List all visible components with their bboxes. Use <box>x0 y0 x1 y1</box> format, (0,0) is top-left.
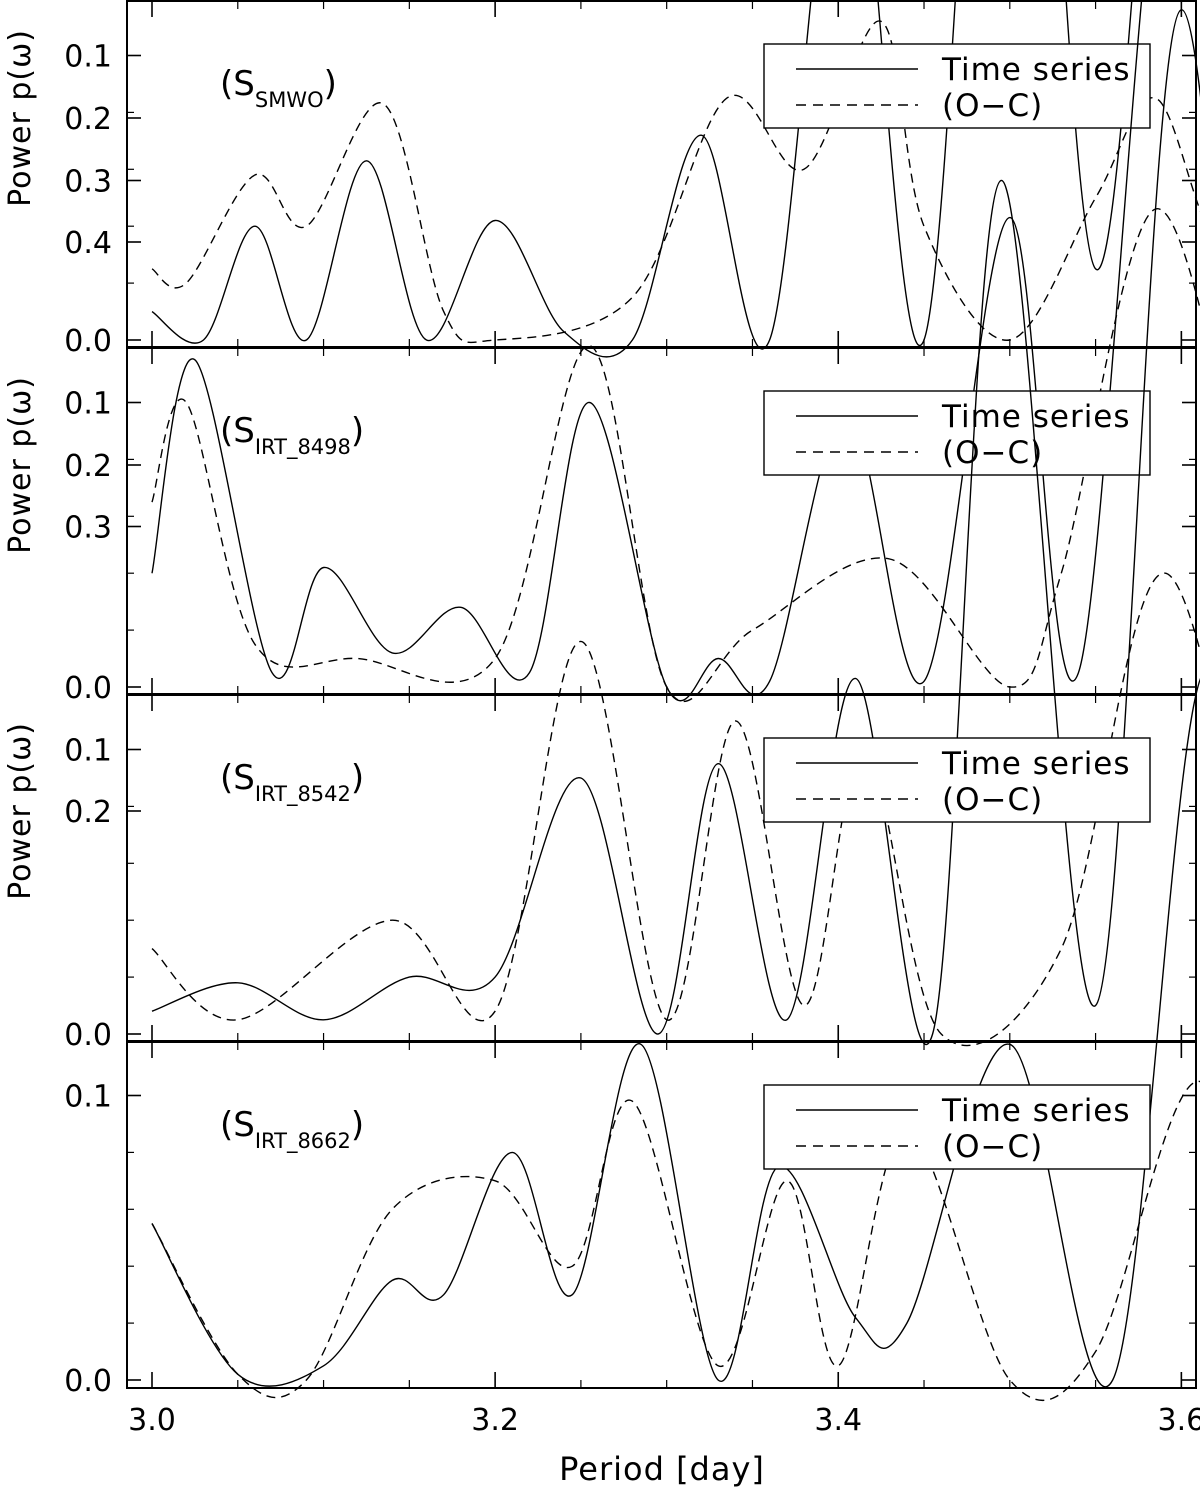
y-tick-label: 0.2 <box>64 102 112 137</box>
series-line-time-series <box>151 9 1200 1046</box>
series-line-time-series <box>151 0 1143 702</box>
legend-entry-label: Time series <box>941 746 1131 782</box>
x-tick-label: 3.0 <box>128 1403 176 1438</box>
series-line-time-series <box>151 677 1200 1388</box>
panel-label-subscript: SMWO <box>255 88 324 112</box>
y-axis-label: Power p(ω) <box>3 376 38 554</box>
panel-4: 0.00.10.20.30.43.03.23.43.63.84.04.24.4(… <box>64 226 1200 1438</box>
y-axis-label: Power p(ω) <box>3 722 38 900</box>
y-tick-label: 0.1 <box>64 40 112 75</box>
y-tick-label: 0.3 <box>64 165 112 200</box>
panel-label-main: (S <box>220 758 255 798</box>
panel-3: 0.00.10.20.30.4(SIRT_8542)Time series(O−… <box>64 9 1200 1053</box>
panel-label-subscript: IRT_8662 <box>255 1129 351 1154</box>
panel-label-subscript: IRT_8542 <box>255 782 351 807</box>
legend-box <box>763 737 1151 823</box>
panel-label-close: ) <box>351 411 364 451</box>
y-tick-label: 0.1 <box>64 387 112 422</box>
y-tick-label: 0.3 <box>64 511 112 546</box>
y-tick-label: 0.1 <box>64 1080 112 1115</box>
legend-entry-label: Time series <box>941 1093 1131 1129</box>
panel-label: (SIRT_8662) <box>220 1105 364 1154</box>
series-line-time-series <box>151 0 1133 358</box>
legend: Time series(O−C) <box>763 43 1151 129</box>
y-tick-label: 0.1 <box>64 734 112 769</box>
panels: 0.00.10.20.30.4(SSMWO)Time series(O−C)0.… <box>64 0 1200 1438</box>
y-tick-label: 0.0 <box>64 671 112 706</box>
legend-entry-label: (O−C) <box>942 782 1043 818</box>
panel-1: 0.0 0.1 0.2 0.3 0.4 (SSMWO) Time series(O−C) <box>64 0 1200 359</box>
panel-label-close: ) <box>351 1105 364 1145</box>
x-tick-label: 3.6 <box>1158 1403 1200 1438</box>
y-tick-label: 0.4 <box>64 226 112 261</box>
x-tick-label: 3.4 <box>814 1403 862 1438</box>
panel-label-close: ) <box>324 64 337 104</box>
y-tick-label: 0.2 <box>64 795 112 830</box>
legend: Time series(O−C) <box>763 1084 1151 1170</box>
plot-frame <box>126 1041 1197 1389</box>
legend-entry-label: (O−C) <box>942 88 1043 124</box>
legend-entry-label: (O−C) <box>942 1129 1043 1165</box>
panel-label: (SSMWO) <box>220 64 337 112</box>
panel-label-main: (S <box>220 64 255 104</box>
legend-box <box>763 1084 1151 1170</box>
legend-entry-label: Time series <box>941 399 1131 435</box>
y-tick-label: 0.2 <box>64 449 112 484</box>
y-axis-labels: Power p(ω)Power p(ω)Power p(ω)Power p(ω) <box>3 29 38 900</box>
legend-entry-label: (O−C) <box>942 435 1043 471</box>
legend-box <box>763 390 1151 476</box>
panel-label-main: (S <box>220 411 255 451</box>
panel-label: (SIRT_8498) <box>220 411 364 460</box>
legend: Time series(O−C) <box>763 390 1151 476</box>
y-tick-label: 0.0 <box>64 1364 112 1399</box>
y-tick-label: 0.0 <box>64 1018 112 1053</box>
panel-label-close: ) <box>351 758 364 798</box>
legend-box <box>763 43 1151 129</box>
y-axis-label: Power p(ω) <box>3 29 38 207</box>
panel-label: (SIRT_8542) <box>220 758 364 807</box>
y-tick-label: 0.0 <box>64 324 112 359</box>
legend-entry-label: Time series <box>941 52 1131 88</box>
panel-label-subscript: IRT_8498 <box>255 435 351 460</box>
x-axis-label: Period [day] <box>559 1450 765 1488</box>
legend: Time series(O−C) <box>763 737 1151 823</box>
series-line-oc <box>151 208 1200 703</box>
x-tick-label: 3.2 <box>471 1403 519 1438</box>
panel-label-main: (S <box>220 1105 255 1145</box>
series-line-oc <box>151 572 1200 1047</box>
